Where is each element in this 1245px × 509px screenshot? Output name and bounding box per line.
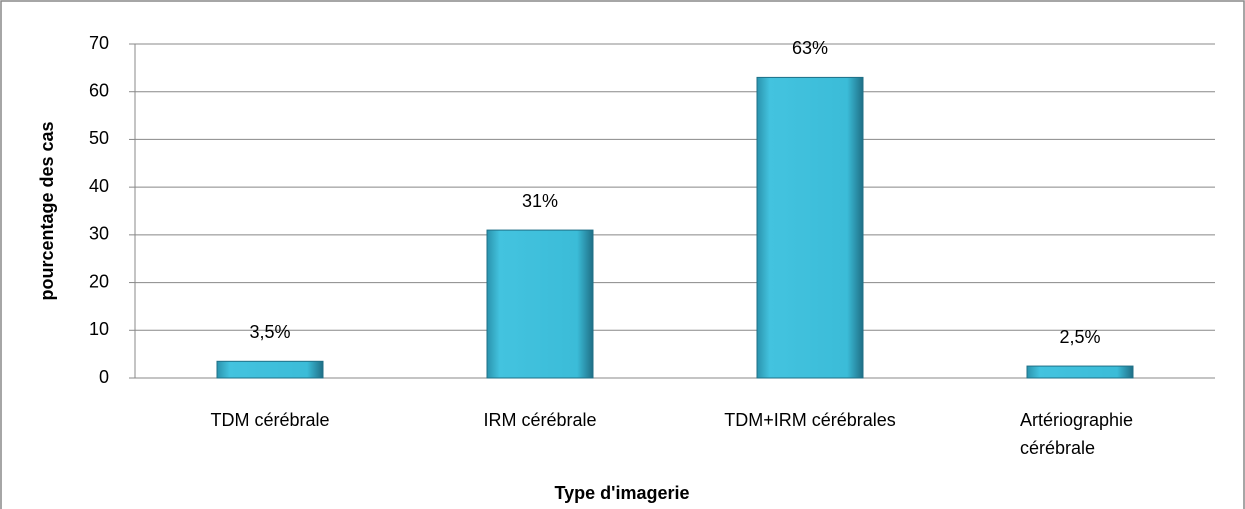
y-tick-label: 60 xyxy=(89,80,109,100)
y-tick-label: 20 xyxy=(89,271,109,291)
y-tick-label: 0 xyxy=(99,367,109,387)
data-label: 63% xyxy=(792,38,828,58)
y-tick-label: 10 xyxy=(89,319,109,339)
data-label: 3,5% xyxy=(249,322,290,342)
data-label: 31% xyxy=(522,191,558,211)
x-tick-label: Artériographie cérébrale xyxy=(1020,410,1134,458)
bar xyxy=(216,360,324,379)
data-label: 2,5% xyxy=(1059,327,1100,347)
bar xyxy=(486,229,594,379)
y-tick-label: 50 xyxy=(89,128,109,148)
y-tick-label: 70 xyxy=(89,33,109,53)
bar xyxy=(1026,365,1134,379)
y-axis-title: pourcentage des cas xyxy=(37,121,57,300)
x-tick-label: TDM+IRM cérébrales xyxy=(724,410,896,430)
y-tick-label: 40 xyxy=(89,176,109,196)
bar xyxy=(756,76,864,379)
y-tick-label: 30 xyxy=(89,224,109,244)
x-tick-label: TDM cérébrale xyxy=(210,410,330,430)
x-tick-label: IRM cérébrale xyxy=(483,410,597,430)
x-axis-title: Type d'imagerie xyxy=(555,483,690,503)
